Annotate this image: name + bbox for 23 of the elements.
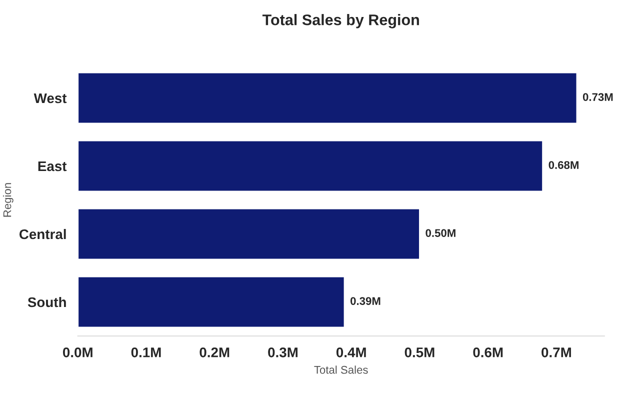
x-tick-label: 0.4M (336, 347, 366, 358)
y-tick-label: West (34, 93, 67, 104)
bar (78, 208, 420, 260)
x-tick-label: 0.5M (404, 347, 434, 358)
bar (78, 140, 544, 192)
y-tick-label: South (28, 296, 66, 308)
y-tick-label: Central (19, 228, 66, 240)
data-label: 0.50M (426, 229, 456, 237)
x-tick-label: 0.1M (131, 347, 161, 358)
x-tick-label: 0.0M (62, 347, 92, 358)
x-axis-title: Total Sales (314, 366, 368, 374)
data-label: 0.68M (548, 161, 578, 169)
data-label: 0.73M (582, 93, 613, 101)
x-tick-label: 0.6M (473, 347, 503, 358)
x-tick-label: 0.3M (268, 347, 298, 358)
chart-title: Total Sales by Region (262, 14, 419, 28)
y-axis-title: Region (3, 183, 14, 217)
y-tick-label: East (38, 161, 67, 172)
bar (78, 72, 578, 124)
x-tick-label: 0.7M (542, 347, 571, 358)
x-tick-label: 0.2M (200, 347, 230, 358)
bar (78, 276, 346, 328)
data-label: 0.39M (350, 297, 380, 305)
